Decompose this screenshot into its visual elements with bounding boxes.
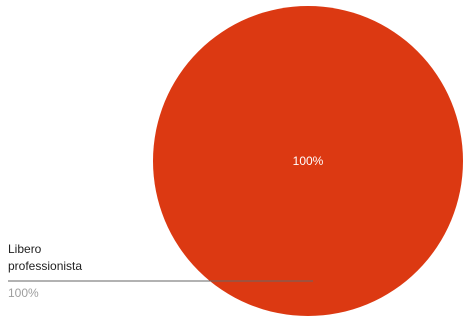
legend-percent: 100% [8, 286, 39, 300]
legend-name-line-1: Libero [8, 242, 42, 256]
legend: Libero professionista 100% [8, 242, 313, 300]
slice-percent-label: 100% [293, 154, 324, 168]
legend-name-line-2: professionista [8, 259, 82, 273]
pie-slice-0[interactable] [153, 6, 463, 316]
pie-slices [153, 6, 463, 316]
